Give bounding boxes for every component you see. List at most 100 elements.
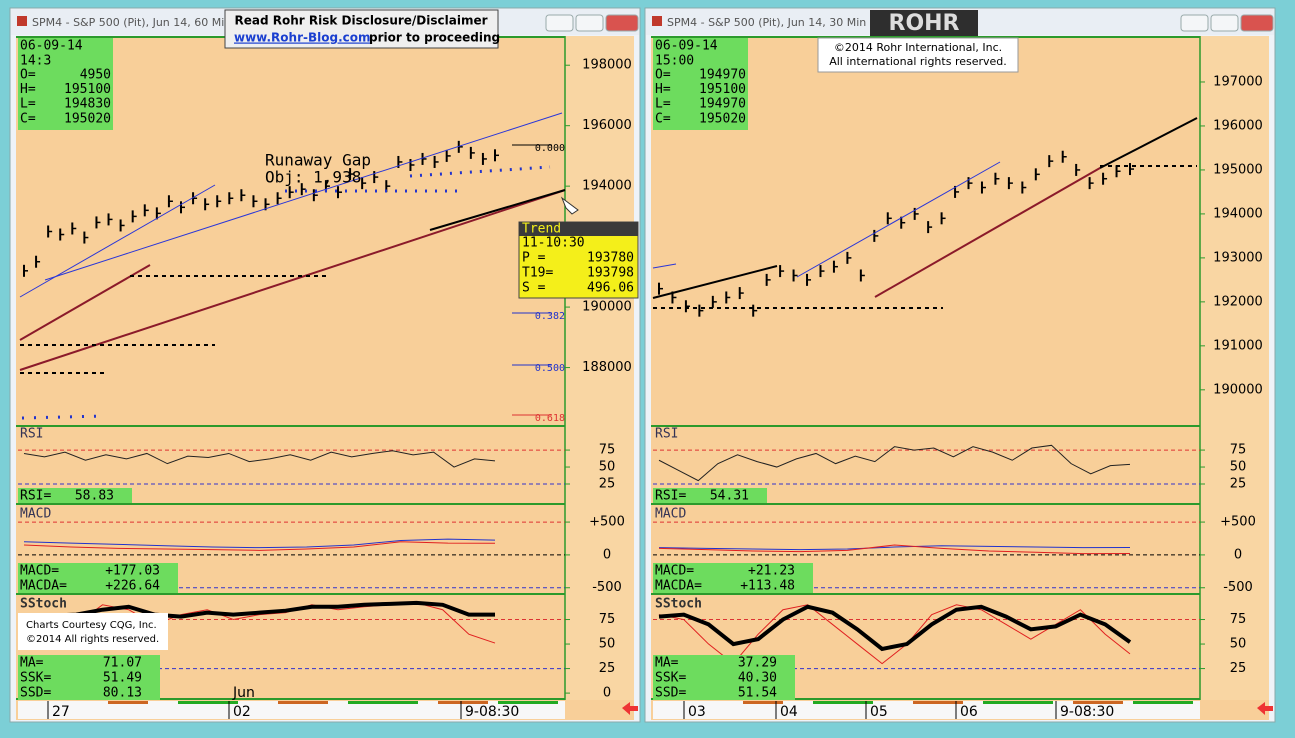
indicator-line — [23, 538, 496, 549]
window-icon — [17, 16, 27, 26]
trend-line — [874, 167, 1101, 298]
indicator-line — [23, 450, 496, 468]
quote-value: 195100 — [64, 82, 111, 97]
date-label: 04 — [780, 704, 798, 720]
y-tick-label: -500 — [1223, 580, 1253, 595]
stat-label: SSD= — [20, 686, 51, 701]
session-marker — [813, 701, 873, 704]
quote-value: 194970 — [699, 68, 746, 83]
date-label: Jun — [232, 685, 255, 701]
date-label: 27 — [52, 704, 70, 720]
y-tick-label: 75 — [599, 443, 616, 458]
session-marker — [983, 701, 1053, 704]
info-date: 06-09-14 — [20, 39, 83, 54]
minimize-button[interactable] — [1180, 14, 1209, 32]
session-marker — [913, 701, 963, 704]
quote-label: H= — [655, 82, 671, 97]
close-button[interactable] — [1240, 14, 1274, 32]
y-tick-label: 196000 — [1213, 118, 1263, 133]
stat-box — [653, 655, 795, 700]
trend-value: 193798 — [587, 266, 634, 281]
courtesy-box — [18, 613, 168, 650]
session-marker — [498, 701, 558, 704]
quote-label: L= — [20, 97, 36, 112]
trend-line — [652, 265, 778, 299]
close-button[interactable] — [605, 14, 639, 32]
trend-line — [44, 112, 563, 281]
trend-line — [19, 184, 216, 298]
trend-value: 193780 — [587, 251, 634, 266]
copyright-box — [817, 37, 1019, 73]
stat-value: +21.23 — [748, 564, 795, 579]
session-marker — [178, 701, 238, 704]
banner-text: Read Rohr Risk Disclosure/Disclaimer — [234, 14, 487, 28]
stat-label: MACDA= — [20, 579, 67, 594]
y-tick-label: 75 — [1230, 612, 1247, 627]
minimize-button[interactable] — [545, 14, 574, 32]
banner-link[interactable]: www.Rohr-Blog.com — [234, 31, 371, 45]
indicator-line — [658, 604, 1132, 652]
stat-box — [18, 488, 132, 503]
pointer-cursor — [560, 196, 579, 215]
trend-line — [19, 264, 151, 341]
y-tick-label: 190000 — [582, 300, 632, 315]
stat-box — [653, 488, 767, 503]
session-marker — [743, 701, 783, 704]
y-tick-label: 25 — [1230, 661, 1247, 676]
session-marker — [348, 701, 418, 704]
axis-area — [565, 36, 634, 700]
stat-value: +177.03 — [105, 564, 160, 579]
scroll-arrow[interactable] — [622, 702, 638, 715]
indicator-line — [23, 600, 495, 619]
logo-text: ROHR — [889, 11, 960, 36]
indicator-line — [658, 545, 1131, 551]
stat-box — [653, 563, 813, 593]
maximize-button[interactable] — [575, 14, 604, 32]
y-tick-label: 188000 — [582, 360, 632, 375]
stat-label: MA= — [655, 656, 679, 671]
stat-value: 37.29 — [738, 656, 777, 671]
panel-name: MACD — [655, 507, 686, 522]
scroll-arrow[interactable] — [1257, 702, 1273, 715]
stat-label: SSK= — [20, 671, 51, 686]
stat-value: 71.07 — [103, 656, 142, 671]
panel-name: SStoch — [20, 597, 67, 612]
date-label: 02 — [233, 704, 251, 720]
y-tick-label: -500 — [592, 580, 622, 595]
stat-label: SSD= — [655, 686, 686, 701]
copyright-text: ©2014 Rohr International, Inc. — [834, 41, 1002, 54]
y-tick-label: 0 — [603, 547, 611, 562]
info-box — [653, 38, 748, 130]
y-tick-label: 192000 — [1213, 294, 1263, 309]
stat-box — [18, 655, 160, 700]
y-tick-label: +500 — [589, 515, 625, 530]
y-tick-label: 196000 — [582, 118, 632, 133]
date-label: 9-08:30 — [1060, 704, 1114, 720]
maximize-button[interactable] — [1210, 14, 1239, 32]
y-tick-label: 0 — [603, 686, 611, 701]
quote-value: 194830 — [64, 97, 111, 112]
y-tick-label: 25 — [599, 661, 616, 676]
quote-label: O= — [20, 68, 36, 83]
panel-name: RSI — [20, 427, 43, 442]
banner-text: prior to proceeding — [369, 31, 500, 45]
y-tick-label: 190000 — [1213, 382, 1263, 397]
stat-label: MACD= — [655, 564, 694, 579]
y-tick-label: 50 — [599, 460, 616, 475]
target-dots — [21, 414, 106, 420]
fib-label: 0.500 — [535, 363, 565, 374]
y-tick-label: 198000 — [582, 58, 632, 73]
date-label: 05 — [870, 704, 888, 720]
y-tick-label: 193000 — [1213, 250, 1263, 265]
trend-title: Trend — [522, 222, 561, 237]
trend-line — [796, 161, 1001, 278]
panel-name: MACD — [20, 507, 51, 522]
trend-line — [429, 189, 566, 231]
quote-label: C= — [20, 111, 36, 126]
stat-label: MACDA= — [655, 579, 702, 594]
date-bar — [653, 701, 1200, 719]
panel-name: SStoch — [655, 597, 702, 612]
stat-value: +226.64 — [105, 579, 160, 594]
